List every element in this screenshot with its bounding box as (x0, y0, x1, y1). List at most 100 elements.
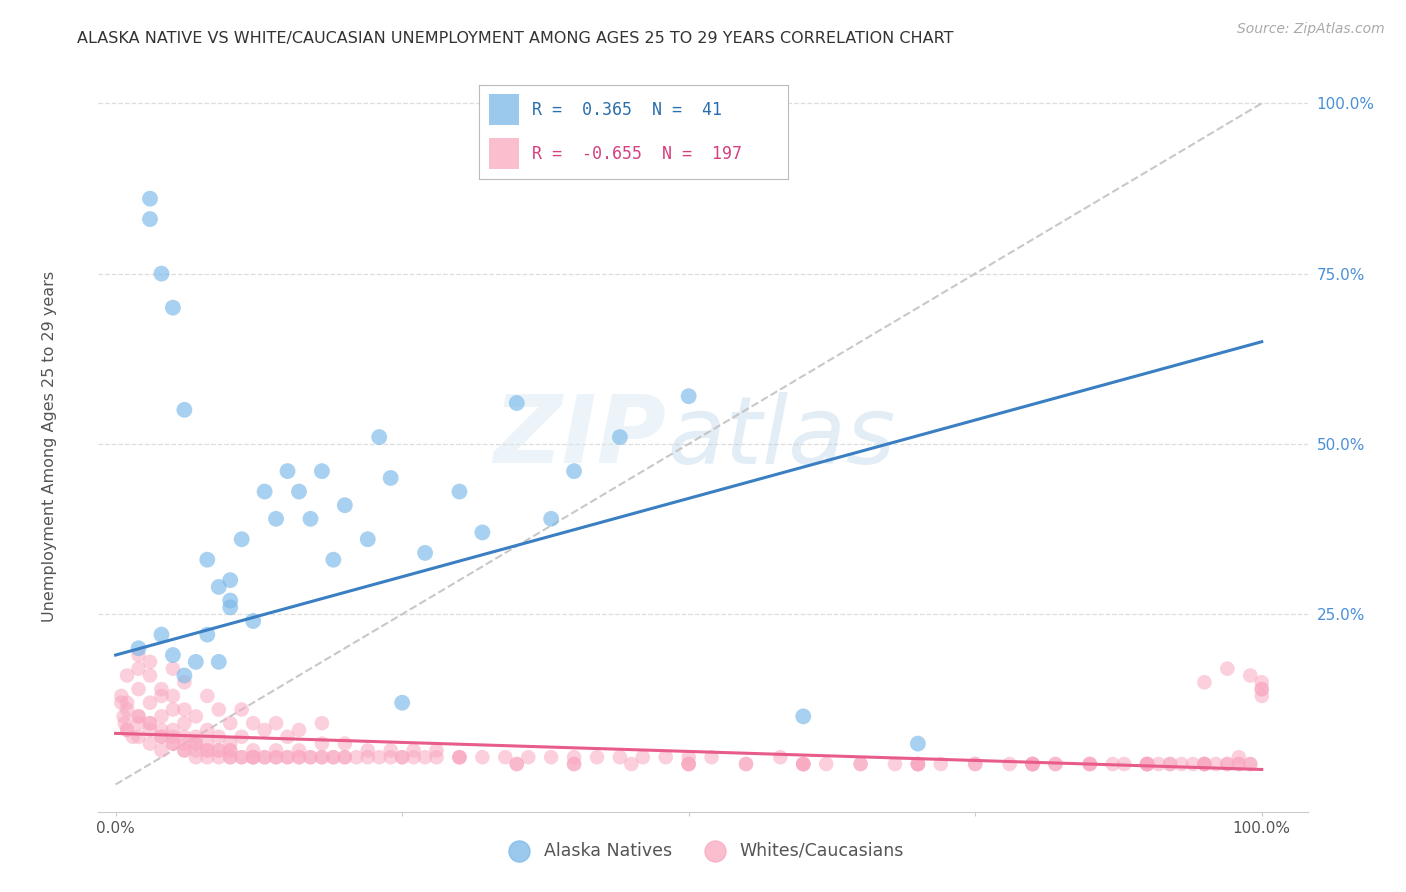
Point (562, 757, 585, 772)
Point (208, 750, 231, 764)
Point (195, 737, 218, 751)
Point (1250, 689, 1272, 703)
Point (288, 750, 311, 764)
Point (368, 430, 391, 444)
Point (162, 648, 184, 662)
Point (299, 512, 322, 526)
Point (173, 402, 195, 417)
Point (631, 750, 654, 764)
Point (311, 716, 333, 731)
Point (128, 709, 150, 723)
Point (425, 743, 447, 757)
Point (1021, 757, 1043, 772)
Point (139, 668, 162, 682)
Point (184, 737, 207, 751)
Point (162, 737, 184, 751)
Point (1136, 757, 1159, 772)
Point (150, 730, 173, 744)
Point (311, 750, 333, 764)
Point (655, 750, 678, 764)
Point (288, 723, 311, 737)
Point (907, 757, 929, 772)
Text: Unemployment Among Ages 25 to 29 years: Unemployment Among Ages 25 to 29 years (42, 270, 56, 622)
Point (1136, 757, 1159, 772)
Point (173, 702, 195, 716)
Point (208, 743, 231, 757)
Point (357, 533, 380, 547)
Point (907, 737, 929, 751)
Point (231, 750, 253, 764)
Point (517, 750, 540, 764)
Point (184, 743, 207, 757)
Point (150, 730, 173, 744)
Point (277, 750, 299, 764)
Point (506, 396, 529, 410)
Point (402, 750, 425, 764)
Point (884, 757, 907, 772)
Point (208, 655, 231, 669)
Point (391, 696, 413, 710)
Point (173, 675, 195, 690)
Point (562, 750, 585, 764)
Point (1159, 757, 1181, 772)
Point (333, 737, 356, 751)
Point (162, 689, 184, 703)
Point (288, 743, 311, 757)
Point (1045, 757, 1067, 772)
Point (139, 737, 162, 751)
Point (1194, 675, 1216, 690)
Point (1170, 757, 1192, 772)
Point (1194, 757, 1216, 772)
Point (173, 716, 195, 731)
Point (1136, 757, 1159, 772)
Point (184, 730, 207, 744)
Point (128, 682, 150, 697)
Point (128, 716, 150, 731)
Point (173, 743, 195, 757)
Point (150, 689, 173, 703)
Point (264, 743, 287, 757)
Point (620, 757, 643, 772)
Point (264, 512, 287, 526)
Point (184, 750, 207, 764)
Point (277, 730, 299, 744)
Point (471, 750, 494, 764)
Point (195, 723, 218, 737)
Point (380, 743, 402, 757)
Point (849, 757, 872, 772)
Point (678, 389, 700, 403)
Point (115, 723, 138, 737)
Point (162, 730, 184, 744)
Point (219, 600, 242, 615)
Point (1250, 682, 1272, 697)
Point (219, 750, 242, 764)
Point (1159, 757, 1181, 772)
Point (264, 750, 287, 764)
Point (1021, 757, 1043, 772)
Point (322, 750, 344, 764)
Point (1205, 757, 1227, 772)
Point (121, 730, 143, 744)
Point (1021, 757, 1043, 772)
Point (494, 750, 516, 764)
Point (162, 301, 184, 315)
Point (195, 552, 218, 566)
Point (150, 682, 173, 697)
Point (449, 484, 471, 499)
Point (391, 750, 413, 764)
Point (150, 709, 173, 723)
Point (128, 662, 150, 676)
Point (311, 750, 333, 764)
Point (173, 743, 195, 757)
Point (1216, 757, 1239, 772)
Point (219, 593, 242, 607)
Point (562, 757, 585, 772)
Point (299, 750, 322, 764)
Point (402, 743, 425, 757)
Point (449, 750, 471, 764)
Point (139, 655, 162, 669)
Point (815, 757, 838, 772)
Point (1136, 757, 1159, 772)
Point (333, 750, 356, 764)
Point (311, 464, 333, 478)
